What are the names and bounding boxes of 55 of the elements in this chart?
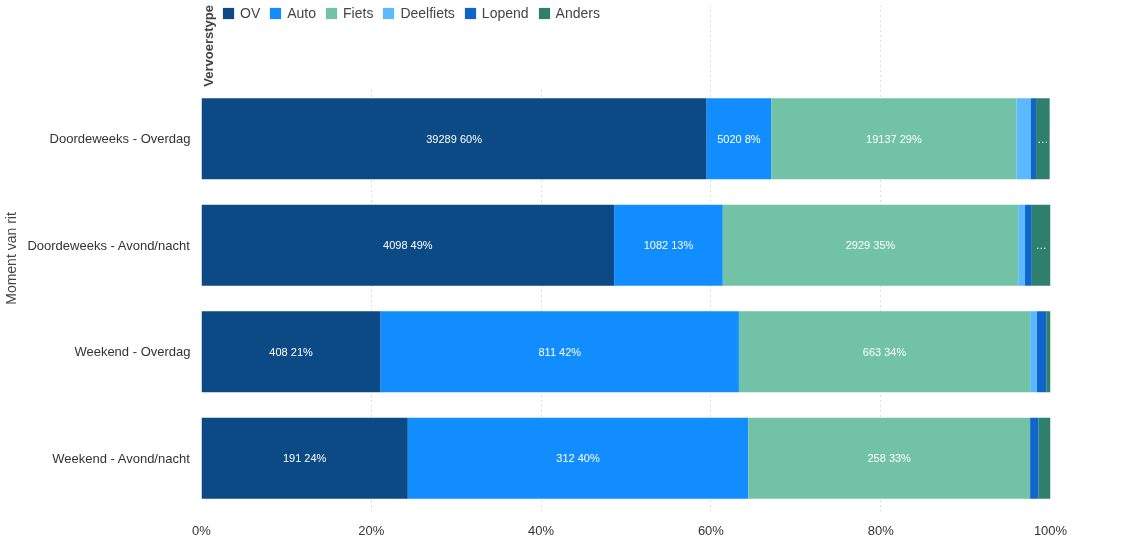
data-label: 312 40% <box>556 452 600 465</box>
legend-label: Deelfiets <box>400 5 455 21</box>
data-label: 191 24% <box>282 452 327 465</box>
bar <box>1030 311 1037 393</box>
bar <box>1036 98 1050 180</box>
data-label: … <box>1037 132 1049 145</box>
bar <box>201 417 408 499</box>
bar <box>1046 311 1051 393</box>
y-tick-label: Doordeweeks - Avond/nacht <box>27 237 191 253</box>
x-tick-label: 0% <box>192 522 212 538</box>
legend-label: Anders <box>555 5 600 21</box>
data-label: 258 33% <box>867 452 912 465</box>
x-tick-label: 60% <box>697 522 725 538</box>
bar <box>380 311 739 393</box>
bar <box>201 204 615 286</box>
data-label: 663 34% <box>862 345 907 358</box>
y-tick-label: Doordeweeks - Overdag <box>49 131 191 147</box>
bar <box>1018 204 1026 286</box>
bar <box>748 417 1031 499</box>
legend-label: Auto <box>287 5 317 21</box>
data-label: 19137 29% <box>866 132 922 145</box>
data-label: 5020 8% <box>717 132 761 145</box>
x-tick-label: 80% <box>867 522 895 538</box>
data-label: 2929 35% <box>845 239 896 252</box>
bar <box>738 311 1031 393</box>
bar <box>407 417 749 499</box>
data-label: 408 21% <box>269 345 313 358</box>
x-tick-label: 40% <box>528 522 555 538</box>
bar <box>1030 98 1037 180</box>
data-label: … <box>1035 239 1047 252</box>
y-tick-label: Weekend - Avond/nacht <box>52 450 191 466</box>
x-tick-label: 20% <box>358 522 385 538</box>
x-tick-label: 100% <box>1033 522 1068 538</box>
data-label: 39289 60% <box>426 132 483 145</box>
data-label: 4098 49% <box>383 239 433 252</box>
y-tick-label: Weekend - Overdag <box>74 344 191 360</box>
bar <box>771 98 1017 180</box>
y-axis-title: Moment van rit <box>3 212 20 305</box>
bar <box>614 204 723 286</box>
bar <box>1038 417 1051 499</box>
legend-label: Lopend <box>481 5 529 21</box>
legend-label: Fiets <box>343 5 374 21</box>
bar <box>706 98 772 180</box>
bar <box>722 204 1019 286</box>
bar <box>201 311 381 393</box>
bar <box>1016 98 1031 180</box>
legend-title: Vervoerstype <box>201 5 216 87</box>
data-label: 1082 13% <box>643 239 694 252</box>
bar <box>1036 311 1047 393</box>
bar <box>1030 417 1039 499</box>
legend-label: OV <box>240 5 261 21</box>
bar <box>1031 204 1051 286</box>
data-label: 811 42% <box>538 345 582 358</box>
bar <box>201 98 707 180</box>
bar <box>1025 204 1032 286</box>
